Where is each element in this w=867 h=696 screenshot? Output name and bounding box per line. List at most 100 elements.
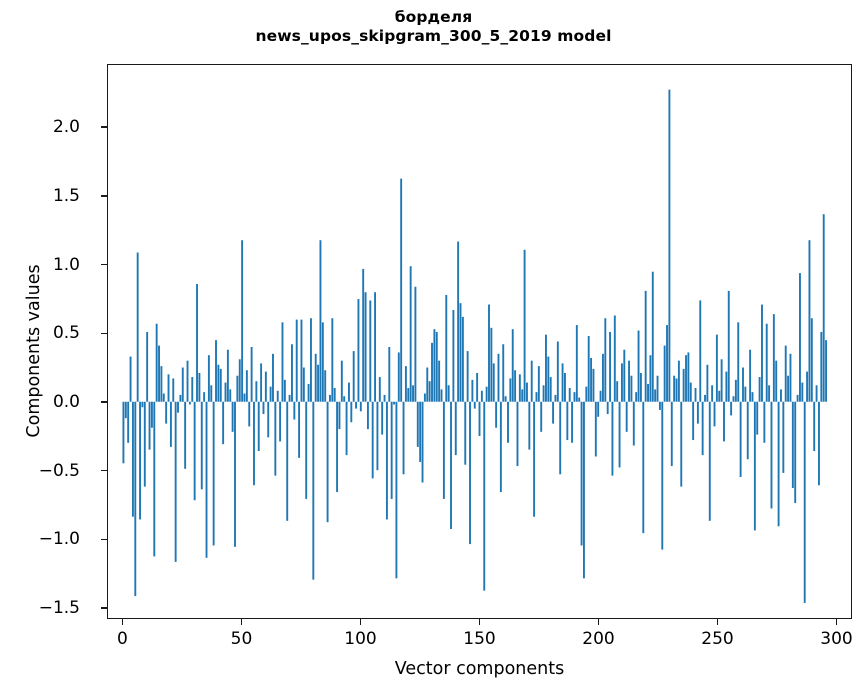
plot-axes [107, 64, 852, 619]
bar [808, 240, 811, 402]
bar [801, 382, 804, 402]
bar [825, 340, 828, 402]
bar [478, 401, 481, 436]
bar [471, 379, 474, 402]
bar [419, 401, 422, 462]
bar [423, 393, 426, 402]
bar [711, 385, 714, 402]
x-tick-mark [835, 619, 838, 625]
bar [597, 401, 600, 417]
bar [188, 401, 191, 405]
y-tick-label: 0.0 [52, 391, 80, 412]
bar [122, 401, 125, 464]
bar [770, 401, 773, 509]
bar [347, 382, 350, 402]
bar [592, 368, 595, 402]
bar [680, 401, 683, 487]
bar [288, 394, 291, 402]
bar [758, 377, 761, 402]
bar [677, 360, 680, 402]
bar [528, 401, 531, 450]
bar [404, 366, 407, 402]
bar [639, 372, 642, 402]
bar [172, 378, 175, 402]
bar [810, 318, 813, 402]
bar [210, 385, 213, 402]
bar [791, 401, 794, 488]
bar [599, 390, 602, 402]
bar [300, 319, 303, 402]
bar [155, 323, 158, 402]
bar [673, 375, 676, 402]
bar [143, 401, 146, 487]
bar [651, 271, 654, 402]
bar [340, 360, 343, 402]
bar [753, 401, 756, 531]
x-tick-label: 100 [344, 629, 377, 649]
bar [383, 394, 386, 402]
bar [305, 401, 308, 499]
bar [820, 331, 823, 402]
bar [343, 396, 346, 402]
bar [217, 364, 220, 402]
bar [616, 381, 619, 402]
bar [231, 401, 234, 432]
bar [177, 401, 179, 413]
bar [514, 370, 517, 402]
bar [317, 364, 320, 402]
bar [224, 382, 227, 402]
bar [238, 359, 241, 402]
y-tick-mark [101, 469, 107, 472]
bar [257, 401, 260, 452]
bar [393, 401, 395, 405]
bar [461, 316, 464, 402]
bar [272, 353, 274, 402]
bar [556, 341, 559, 402]
y-tick-mark [101, 401, 107, 403]
bar [497, 353, 500, 402]
bar [780, 389, 782, 402]
bar [540, 401, 543, 432]
bar [179, 394, 182, 402]
bar [243, 393, 246, 402]
bar [293, 401, 296, 420]
bar [326, 401, 329, 523]
bar [212, 401, 215, 546]
bar [431, 342, 433, 402]
bar [338, 401, 341, 430]
bar [279, 401, 282, 442]
bar [234, 401, 236, 547]
bar [226, 349, 229, 402]
bar [822, 214, 825, 402]
bar [535, 392, 538, 402]
bar [131, 401, 134, 517]
bar [162, 393, 165, 402]
bar [613, 315, 616, 402]
bar [495, 401, 498, 428]
x-tick-label: 250 [701, 629, 734, 649]
bar [283, 379, 286, 402]
bar [450, 401, 452, 530]
bar [507, 401, 509, 443]
bar [715, 334, 718, 402]
bar [139, 401, 141, 520]
bar [473, 401, 476, 409]
bar [772, 314, 775, 402]
bar [704, 394, 706, 402]
bar [141, 401, 144, 408]
y-tick-mark [101, 538, 107, 540]
bar [355, 401, 358, 409]
bar [521, 389, 524, 402]
bar [476, 372, 479, 402]
bar [385, 401, 388, 520]
bar [571, 401, 574, 443]
bar [362, 268, 365, 402]
bar [663, 345, 666, 402]
bar [682, 368, 685, 402]
bar [533, 401, 536, 517]
bar [756, 401, 759, 435]
bar [314, 353, 317, 402]
bar [635, 392, 638, 402]
bar [713, 401, 716, 427]
bar [191, 377, 194, 402]
